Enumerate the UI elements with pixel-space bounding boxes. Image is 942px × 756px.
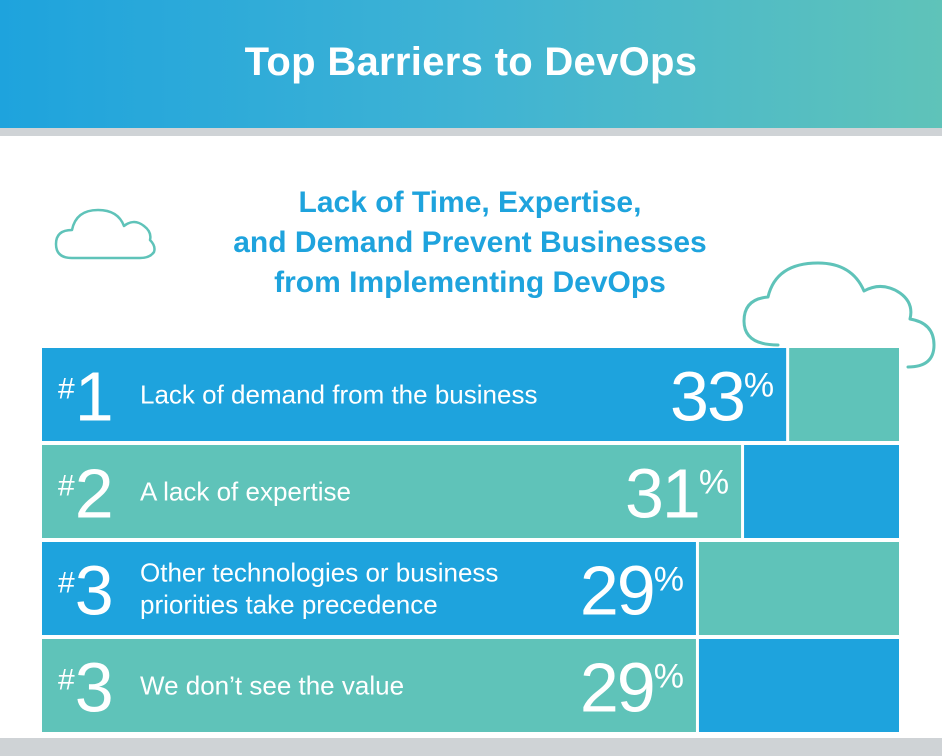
subtitle-line-3: from Implementing DevOps [274, 266, 666, 299]
bar-rank: #2 [58, 455, 114, 533]
bar [42, 542, 696, 635]
bar-filler [698, 542, 899, 635]
bar [42, 348, 787, 441]
bar-label: We don’t see the value [140, 671, 404, 701]
bar-rank: #3 [58, 649, 114, 727]
bar-filler [789, 348, 899, 441]
bar-value: 31% [625, 455, 729, 533]
bar-value: 33% [670, 358, 774, 436]
page-title: Top Barriers to DevOps [244, 39, 698, 84]
subtitle-line-2: and Demand Prevent Businesses [233, 226, 707, 259]
bar-value: 29% [580, 649, 684, 727]
bar-label: Lack of demand from the business [140, 380, 537, 410]
cloud-icon [54, 208, 156, 260]
header-divider [0, 128, 942, 136]
bar-label: Other technologies or business [140, 558, 498, 588]
bar [42, 639, 696, 732]
bar-filler [744, 445, 899, 538]
cloud-icon [742, 261, 936, 369]
subtitle-line-1: Lack of Time, Expertise, [298, 186, 642, 219]
bar-rank: #1 [58, 358, 114, 436]
bar-label: priorities take precedence [140, 590, 438, 620]
bar-value: 29% [580, 552, 684, 630]
bar-label: A lack of expertise [140, 477, 351, 507]
bar [42, 445, 742, 538]
bar-filler [698, 639, 899, 732]
footer-divider [0, 738, 942, 756]
header-banner: Top Barriers to DevOps [0, 0, 942, 128]
chart-subtitle: Lack of Time, Expertise, and Demand Prev… [170, 183, 770, 303]
bar-rank: #3 [58, 552, 114, 630]
